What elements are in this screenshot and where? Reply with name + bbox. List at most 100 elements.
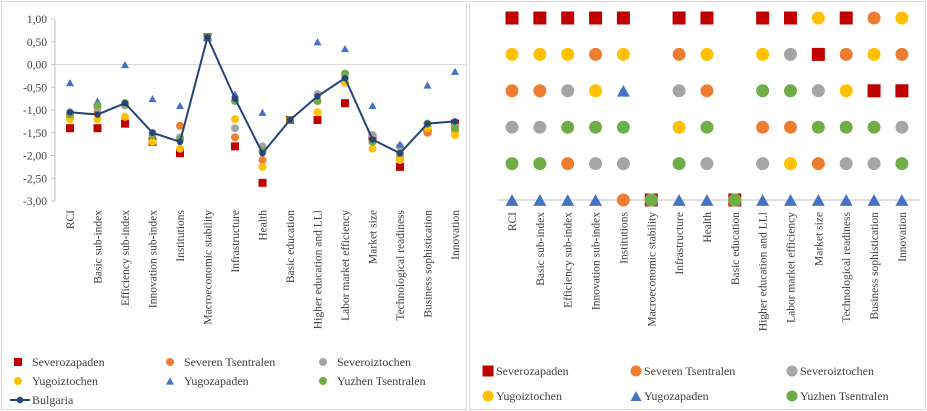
- data-point: [93, 101, 102, 110]
- data-point: [368, 144, 377, 153]
- legend-swatch: [786, 390, 798, 402]
- data-point: [341, 44, 349, 53]
- data-point: [66, 109, 74, 116]
- data-point: [839, 194, 853, 206]
- y-tick-label: -3,00: [23, 196, 47, 208]
- data-point: [533, 11, 547, 25]
- data-point: [94, 111, 101, 118]
- data-point: [451, 118, 459, 125]
- data-point: [700, 120, 714, 134]
- legend-label: Bulgaria: [32, 393, 74, 407]
- data-point: [756, 47, 770, 61]
- data-point: [533, 120, 547, 134]
- data-point: [314, 93, 321, 100]
- data-point: [561, 194, 575, 206]
- data-point: [895, 11, 909, 25]
- data-point: [811, 47, 825, 61]
- x-tick-label: Basic sub-index: [93, 210, 105, 284]
- x-tick-label: Health: [258, 210, 270, 241]
- data-point: [811, 11, 825, 25]
- data-point: [451, 124, 459, 133]
- data-point: [867, 120, 881, 134]
- x-tick-label: Business sophistication: [869, 212, 881, 320]
- data-point: [149, 129, 156, 136]
- legend-swatch: [319, 377, 327, 385]
- data-point: [589, 194, 603, 206]
- y-tick-label: -0,50: [23, 82, 47, 94]
- data-point: [700, 47, 714, 61]
- x-tick-label: RCI: [507, 212, 519, 231]
- y-tick-label: -2,00: [23, 151, 47, 163]
- data-point: [811, 194, 825, 206]
- data-point: [341, 99, 349, 108]
- data-point: [700, 157, 714, 171]
- legend-label: Severozapaden: [496, 364, 569, 378]
- y-tick-label: 0,00: [27, 60, 47, 72]
- data-point: [811, 84, 825, 98]
- data-point: [121, 99, 129, 107]
- data-point: [672, 120, 686, 134]
- x-tick-label: RCI: [65, 210, 77, 229]
- data-point: [895, 47, 909, 61]
- data-point: [589, 47, 603, 61]
- x-tick-label: Technological readiness: [395, 209, 407, 320]
- data-point: [672, 11, 686, 25]
- legend-item-yuzhen-tsentralen: Yuzhen Tsentralen: [786, 389, 889, 403]
- x-tick-label: Market size: [813, 212, 825, 266]
- x-tick-label: Basic education: [285, 210, 297, 283]
- data-point: [672, 47, 686, 61]
- data-point: [176, 101, 184, 110]
- data-point: [533, 157, 547, 171]
- x-tick-label: Innovation: [897, 212, 909, 262]
- legend-item-severen-tsentralen: Severen Tsentralen: [630, 364, 735, 378]
- data-point: [313, 116, 322, 125]
- legend-label: Yugoiztochen: [496, 389, 562, 403]
- y-tick-label: 0,50: [27, 37, 47, 49]
- data-point: [176, 144, 184, 153]
- series-yuzhen-tsentralen: [66, 33, 459, 158]
- legend-label: Yugozapaden: [644, 389, 709, 403]
- data-point: [451, 67, 459, 75]
- data-point: [616, 47, 630, 61]
- data-point: [561, 157, 575, 171]
- data-point: [895, 194, 909, 206]
- series-severoiztochen: [66, 33, 459, 151]
- data-point: [784, 11, 797, 25]
- data-point: [148, 137, 157, 146]
- data-point: [784, 47, 797, 61]
- data-point: [93, 124, 102, 133]
- data-point: [369, 136, 376, 143]
- data-point: [895, 120, 909, 134]
- data-point: [231, 115, 239, 124]
- legend-swatch: [319, 358, 327, 366]
- y-tick-label: 1,00: [27, 14, 47, 26]
- x-tick-label: Basic education: [730, 212, 742, 285]
- x-tick-label: Health: [702, 212, 714, 243]
- data-point: [700, 194, 714, 206]
- data-point: [176, 149, 184, 158]
- data-point: [231, 124, 239, 133]
- data-point: [839, 84, 853, 98]
- data-point: [423, 81, 432, 89]
- data-point: [839, 157, 853, 171]
- data-point: [616, 120, 630, 134]
- data-point: [672, 194, 686, 206]
- data-point: [561, 120, 575, 134]
- legend-item-yugozapaden: Yugozapaden: [630, 389, 709, 403]
- regional-index-line-chart: 1,00 0,50 0,00 -0,50 -1,00 -1,50 -2,00 -2,50 -3,…: [1, 1, 467, 410]
- data-point: [616, 157, 630, 171]
- legend-swatch: [630, 365, 642, 377]
- data-point: [396, 162, 404, 171]
- legend-item-severoiztochen: Severoiztochen: [319, 355, 411, 369]
- legend-item-yugoiztochen: Yugoiztochen: [482, 389, 562, 403]
- data-point: [121, 112, 129, 121]
- data-point: [589, 11, 603, 25]
- data-point: [561, 47, 575, 61]
- data-point: [616, 11, 630, 25]
- data-point: [505, 194, 519, 206]
- data-point: [505, 11, 519, 25]
- x-tick-label: Basic sub-index: [535, 212, 547, 286]
- data-point: [258, 178, 267, 187]
- legend-label: Severen Tsentralen: [644, 364, 735, 378]
- data-point: [784, 120, 797, 134]
